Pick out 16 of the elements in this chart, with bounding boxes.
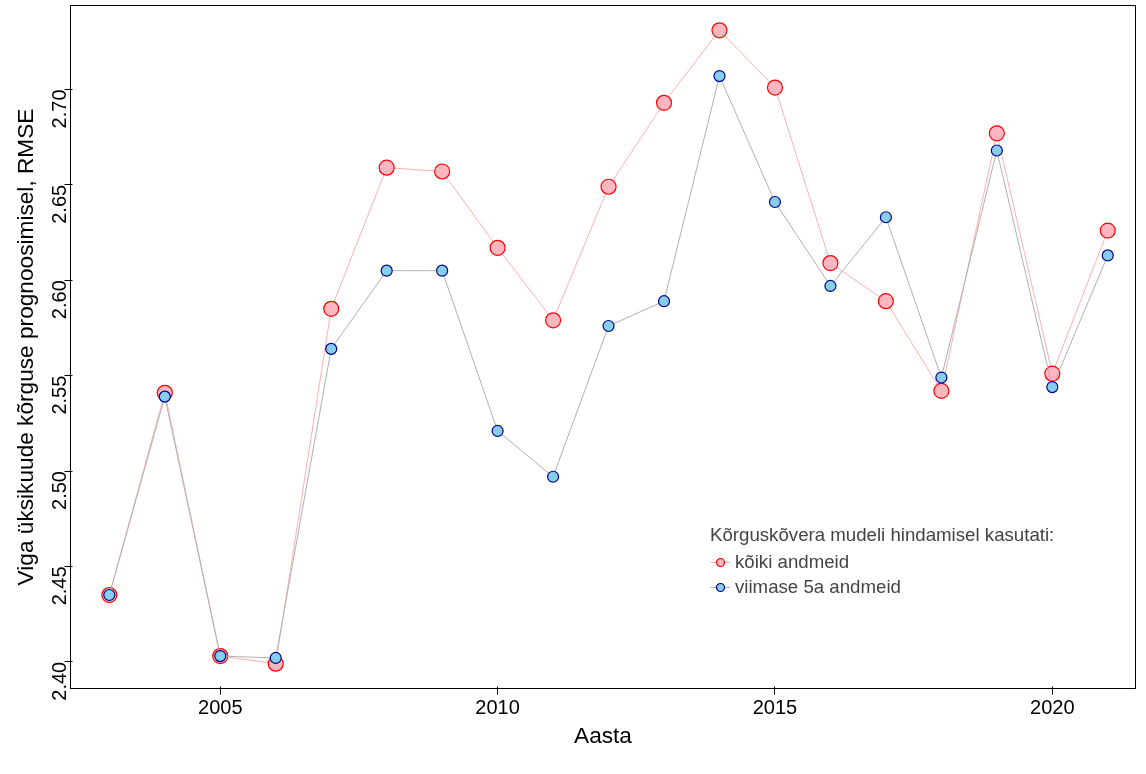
x-tick-label: 2015 (752, 695, 798, 718)
y-tick-label: 2.70 (48, 89, 71, 129)
x-axis-title: Aasta (574, 721, 633, 748)
x-tick-label: 2010 (475, 695, 520, 718)
y-tick-label: 2.50 (48, 471, 71, 510)
y-tick-label: 2.45 (48, 566, 71, 606)
y-tick-label: 2.40 (48, 661, 71, 701)
y-tick-label: 2.60 (48, 280, 71, 320)
x-tick-label: 2005 (198, 695, 243, 718)
y-tick-label: 2.55 (48, 375, 71, 415)
legend-label: viimase 5a andmeid (735, 576, 901, 598)
legend-title: Kõrguskõvera mudeli hindamisel kasutati: (710, 524, 1055, 546)
legend-label: kõiki andmeid (735, 551, 850, 573)
y-axis-title: Viga üksikuude kõrguse prognoosimisel, RMSE (11, 108, 38, 586)
x-tick-label: 2020 (1030, 695, 1075, 718)
y-tick-label: 2.65 (48, 184, 71, 224)
